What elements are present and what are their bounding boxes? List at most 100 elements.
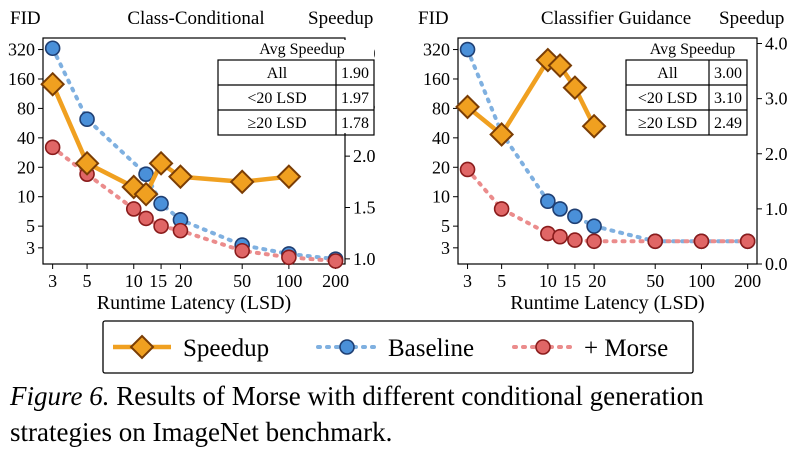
y-right-tick-label: 2.0 bbox=[765, 144, 788, 164]
y-right-tick-label: 4.0 bbox=[765, 34, 788, 54]
baseline-point bbox=[552, 201, 568, 217]
y-left-tick-label: 5 bbox=[441, 216, 450, 236]
table-header: Avg Speedup bbox=[650, 41, 735, 58]
figure-caption: Figure 6. Results of Morse with differen… bbox=[10, 378, 795, 450]
x-tick-label: 15 bbox=[149, 271, 167, 291]
fid-axis-label: FID bbox=[418, 8, 449, 29]
y-left-tick-label: 320 bbox=[8, 40, 35, 60]
x-tick-label: 100 bbox=[275, 271, 302, 291]
morse-point bbox=[586, 233, 602, 250]
y-left-tick-label: 10 bbox=[17, 187, 35, 207]
x-tick-label: 5 bbox=[497, 271, 506, 291]
baseline-series-line bbox=[50, 46, 338, 262]
baseline-point bbox=[540, 193, 556, 209]
speedup-axis-label: Speedup bbox=[308, 8, 373, 29]
chart-title: Classifier Guidance bbox=[541, 8, 691, 29]
speedup-point bbox=[74, 150, 100, 176]
legend-label: + Morse bbox=[584, 335, 668, 362]
y-right-tick-label: 0.0 bbox=[765, 254, 788, 274]
table-row-label: <20 LSD bbox=[638, 90, 697, 107]
table-background bbox=[626, 40, 747, 133]
y-left-tick-label: 80 bbox=[432, 98, 450, 118]
speedup-axis-label: Speedup bbox=[719, 8, 784, 29]
table-header: Avg Speedup bbox=[259, 41, 344, 58]
speedup-point bbox=[455, 94, 480, 120]
morse-point bbox=[172, 222, 189, 239]
chart-panel-2: FID Classifier Guidance Speedup35102040801… bbox=[418, 8, 788, 314]
y-left-tick-label: 5 bbox=[26, 216, 35, 236]
avg-speedup-table: Avg Speedup All 1.90 <20 LSD 1.97 ≥20 LSD 1.78 bbox=[217, 40, 375, 136]
table-row-value: 3.10 bbox=[714, 90, 742, 107]
morse-point bbox=[647, 233, 664, 250]
baseline-point bbox=[586, 218, 602, 234]
x-tick-label: 200 bbox=[322, 271, 349, 291]
y-left-tick-label: 320 bbox=[423, 40, 450, 60]
morse-series-line bbox=[465, 167, 750, 244]
y-left-tick-label: 20 bbox=[432, 157, 450, 177]
table-row-label: All bbox=[267, 65, 288, 82]
morse-point bbox=[327, 253, 344, 269]
table-background bbox=[218, 40, 374, 133]
table-row-value: 1.97 bbox=[341, 90, 369, 107]
speedup-point bbox=[148, 150, 174, 176]
legend-label: Speedup bbox=[183, 335, 269, 362]
speedup-point bbox=[229, 169, 255, 195]
avg-speedup-table: Avg Speedup All 3.00 <20 LSD 3.10 ≥20 LSD 2.49 bbox=[625, 40, 748, 136]
table-row-label: <20 LSD bbox=[247, 90, 306, 107]
chart-title: Class-Conditional bbox=[127, 8, 264, 29]
morse-point bbox=[44, 139, 61, 156]
speedup-point bbox=[168, 164, 193, 190]
y-right-tick-label: 2.0 bbox=[353, 146, 376, 166]
y-left-tick-label: 40 bbox=[432, 128, 450, 148]
morse-point bbox=[552, 228, 568, 245]
fid-axis-label: FID bbox=[10, 8, 41, 29]
speedup-point bbox=[133, 181, 159, 207]
speedup-point bbox=[489, 122, 515, 147]
morse-point bbox=[125, 201, 142, 217]
x-tick-label: 50 bbox=[646, 271, 664, 291]
table-row-value: 1.90 bbox=[341, 65, 369, 82]
morse-point bbox=[234, 242, 250, 259]
x-tick-label: 10 bbox=[539, 271, 557, 291]
table-row-label: ≥20 LSD bbox=[638, 115, 697, 132]
speedup-point bbox=[562, 75, 588, 101]
legend-swatch-marker bbox=[535, 339, 551, 355]
x-tick-label: 10 bbox=[125, 271, 143, 291]
y-left-tick-label: 160 bbox=[8, 69, 35, 89]
morse-point bbox=[138, 210, 154, 227]
baseline-point bbox=[567, 208, 583, 225]
baseline-point bbox=[459, 41, 476, 58]
caption-label: Figure 6. bbox=[10, 381, 110, 411]
table-row-label: ≥20 LSD bbox=[247, 115, 306, 132]
x-tick-label: 20 bbox=[588, 271, 606, 291]
x-tick-label: 5 bbox=[83, 271, 92, 291]
morse-point bbox=[567, 232, 583, 248]
x-axis-label: Runtime Latency (LSD) bbox=[97, 292, 291, 314]
y-left-tick-label: 10 bbox=[432, 187, 450, 207]
figure-canvas: FID Class-Conditional Speedup3510204080160… bbox=[8, 8, 788, 374]
baseline-point bbox=[153, 195, 169, 212]
speedup-point bbox=[547, 53, 573, 78]
table-row-value: 1.78 bbox=[341, 115, 369, 132]
baseline-point bbox=[138, 166, 154, 182]
y-left-tick-label: 80 bbox=[17, 98, 35, 118]
y-left-tick-label: 3 bbox=[441, 238, 450, 258]
x-axis-label: Runtime Latency (LSD) bbox=[510, 292, 704, 314]
speedup-point bbox=[276, 164, 302, 190]
baseline-point bbox=[79, 111, 95, 128]
speedup-point bbox=[581, 113, 607, 139]
y-left-tick-label: 3 bbox=[26, 238, 35, 258]
legend-box bbox=[102, 320, 694, 374]
y-left-tick-label: 160 bbox=[423, 69, 450, 89]
table-row-value: 3.00 bbox=[714, 65, 742, 82]
y-left-tick-label: 40 bbox=[17, 128, 35, 148]
chart-legend: Speedup Baseline + Morse bbox=[102, 320, 694, 374]
y-right-tick-label: 3.0 bbox=[765, 89, 788, 109]
table-row-value: 2.49 bbox=[714, 115, 742, 132]
table-row-label: All bbox=[657, 65, 678, 82]
chart-panel-1: FID Class-Conditional Speedup3510204080160… bbox=[8, 8, 376, 314]
baseline-point bbox=[44, 40, 61, 57]
plot-frame bbox=[457, 37, 758, 265]
speedup-point bbox=[40, 71, 66, 97]
morse-point bbox=[739, 233, 756, 250]
